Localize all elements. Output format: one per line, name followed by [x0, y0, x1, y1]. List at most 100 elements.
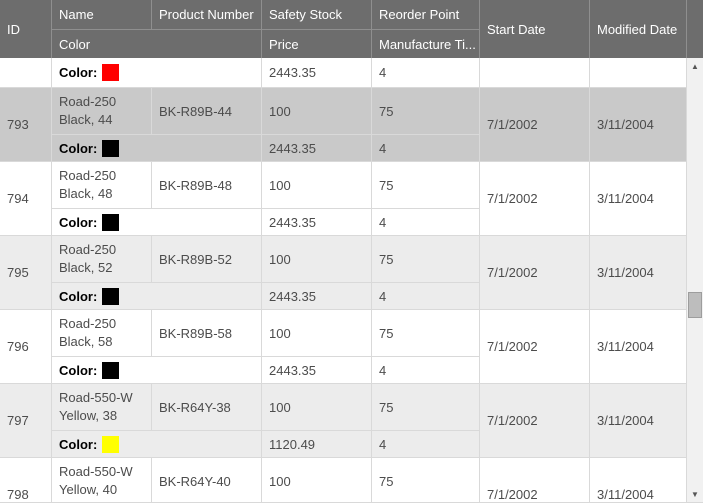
- cell-safety-stock: 100: [262, 310, 372, 356]
- cell-id: 798: [0, 458, 52, 502]
- table-row[interactable]: 793 Road-250 Black, 44 BK-R89B-44 100 75…: [0, 88, 687, 162]
- cell-modified-date: 3/11/2004: [590, 458, 687, 502]
- cell-safety-stock: 100: [262, 236, 372, 282]
- cell-reorder-point: 75: [372, 236, 480, 282]
- vertical-scrollbar[interactable]: ▲ ▼: [687, 58, 703, 502]
- cell-product-number: BK-R89B-44: [152, 88, 262, 134]
- color-label: Color:: [59, 214, 98, 230]
- cell-reorder-point: 75: [372, 310, 480, 356]
- rows-container: 793 Road-250 Black, 44 BK-R89B-44 100 75…: [0, 88, 687, 502]
- cell-reorder-point: 75: [372, 458, 480, 502]
- header-price[interactable]: Price: [262, 29, 372, 58]
- color-swatch: [102, 64, 120, 81]
- color-swatch: [102, 287, 120, 305]
- header-safety-stock[interactable]: Safety Stock: [262, 0, 372, 29]
- cell-color: Color:: [52, 134, 262, 161]
- header-name[interactable]: Name: [52, 0, 152, 29]
- cell-modified-date: 3/11/2004: [590, 88, 687, 161]
- scroll-down-button[interactable]: ▼: [687, 486, 703, 502]
- grid-header: ID Name Product Number Safety Stock Reor…: [0, 0, 703, 58]
- cell-color: Color:: [52, 208, 262, 235]
- header-modified-date[interactable]: Modified Date: [590, 0, 687, 58]
- cell-modified-date: 3/11/2004: [590, 384, 687, 457]
- cell-price: 1120.49: [262, 430, 372, 457]
- cell-start-date: 7/1/2002: [480, 88, 590, 161]
- cell-start-date: 7/1/2002: [480, 384, 590, 457]
- cell-name: Road-250 Black, 52: [52, 236, 152, 282]
- color-label: Color:: [59, 140, 98, 156]
- header-start-date[interactable]: Start Date: [480, 0, 590, 58]
- color-label: Color:: [59, 288, 98, 304]
- color-swatch: [102, 361, 120, 379]
- cell-id: [0, 58, 52, 87]
- cell-name: Road-250 Black, 48: [52, 162, 152, 208]
- cell-start-date: 7/1/2002: [480, 162, 590, 235]
- cell-manufacture-time: 4: [372, 208, 480, 235]
- cell-reorder-point: 75: [372, 88, 480, 134]
- cell-manufacture-time: 4: [372, 356, 480, 383]
- scroll-down-icon: ▼: [691, 489, 699, 499]
- cell-color: Color:: [52, 282, 262, 309]
- cell-color: Color:: [52, 356, 262, 383]
- cell-name: Road-550-W Yellow, 40: [52, 458, 152, 502]
- cell-price: 2443.35: [262, 356, 372, 383]
- header-reorder-point[interactable]: Reorder Point: [372, 0, 480, 29]
- cell-id: 794: [0, 162, 52, 235]
- cell-reorder-point: 75: [372, 162, 480, 208]
- scroll-up-button[interactable]: ▲: [687, 58, 703, 75]
- cell-safety-stock: 100: [262, 458, 372, 502]
- cell-product-number: BK-R89B-58: [152, 310, 262, 356]
- table-row[interactable]: 795 Road-250 Black, 52 BK-R89B-52 100 75…: [0, 236, 687, 310]
- header-product-number[interactable]: Product Number: [152, 0, 262, 29]
- color-label: Color:: [59, 362, 98, 378]
- color-label: Color:: [59, 65, 98, 80]
- scrollbar-thumb[interactable]: [688, 292, 702, 318]
- table-row[interactable]: 794 Road-250 Black, 48 BK-R89B-48 100 75…: [0, 162, 687, 236]
- cell-product-number: BK-R64Y-40: [152, 458, 262, 502]
- grid-body: Color: 2443.35 4 793 Road-250 Black, 44 …: [0, 58, 687, 502]
- cell-product-number: BK-R64Y-38: [152, 384, 262, 430]
- cell-price: 2443.35: [262, 134, 372, 161]
- cell-manufacture-time: 4: [372, 58, 480, 87]
- table-row[interactable]: 797 Road-550-W Yellow, 38 BK-R64Y-38 100…: [0, 384, 687, 458]
- cell-modified-date: 3/11/2004: [590, 162, 687, 235]
- cell-safety-stock: 100: [262, 384, 372, 430]
- cell-manufacture-time: 4: [372, 430, 480, 457]
- cell-product-number: BK-R89B-48: [152, 162, 262, 208]
- cell-name: Road-250 Black, 58: [52, 310, 152, 356]
- cell-price: 2443.35: [262, 58, 372, 87]
- cell-product-number: BK-R89B-52: [152, 236, 262, 282]
- cell-modified-date: 3/11/2004: [590, 310, 687, 383]
- cell-reorder-point: 75: [372, 384, 480, 430]
- table-row[interactable]: 798 Road-550-W Yellow, 40 BK-R64Y-40 100…: [0, 458, 687, 502]
- cell-price: 2443.35: [262, 208, 372, 235]
- scroll-up-icon: ▲: [691, 61, 699, 71]
- cell-start-date: 7/1/2002: [480, 458, 590, 502]
- color-swatch: [102, 435, 120, 453]
- header-filler: [687, 0, 703, 58]
- cell-price: 2443.35: [262, 282, 372, 309]
- color-swatch: [102, 139, 120, 157]
- cell-id: 793: [0, 88, 52, 161]
- color-swatch: [102, 213, 120, 231]
- cell-start-date: [480, 58, 590, 87]
- cell-modified-date: 3/11/2004: [590, 236, 687, 309]
- cell-start-date: 7/1/2002: [480, 310, 590, 383]
- cell-id: 797: [0, 384, 52, 457]
- cell-color: Color:: [52, 58, 262, 87]
- table-row[interactable]: 796 Road-250 Black, 58 BK-R89B-58 100 75…: [0, 310, 687, 384]
- cell-safety-stock: 100: [262, 162, 372, 208]
- cell-modified-date: [590, 58, 687, 87]
- table-row-partial[interactable]: Color: 2443.35 4: [0, 58, 687, 88]
- cell-id: 796: [0, 310, 52, 383]
- color-label: Color:: [59, 436, 98, 452]
- cell-manufacture-time: 4: [372, 282, 480, 309]
- cell-color: Color:: [52, 430, 262, 457]
- header-color[interactable]: Color: [52, 29, 262, 58]
- cell-name: Road-250 Black, 44: [52, 88, 152, 134]
- header-manufacture-time[interactable]: Manufacture Ti...: [372, 29, 480, 58]
- cell-start-date: 7/1/2002: [480, 236, 590, 309]
- header-id[interactable]: ID: [0, 0, 52, 58]
- cell-safety-stock: 100: [262, 88, 372, 134]
